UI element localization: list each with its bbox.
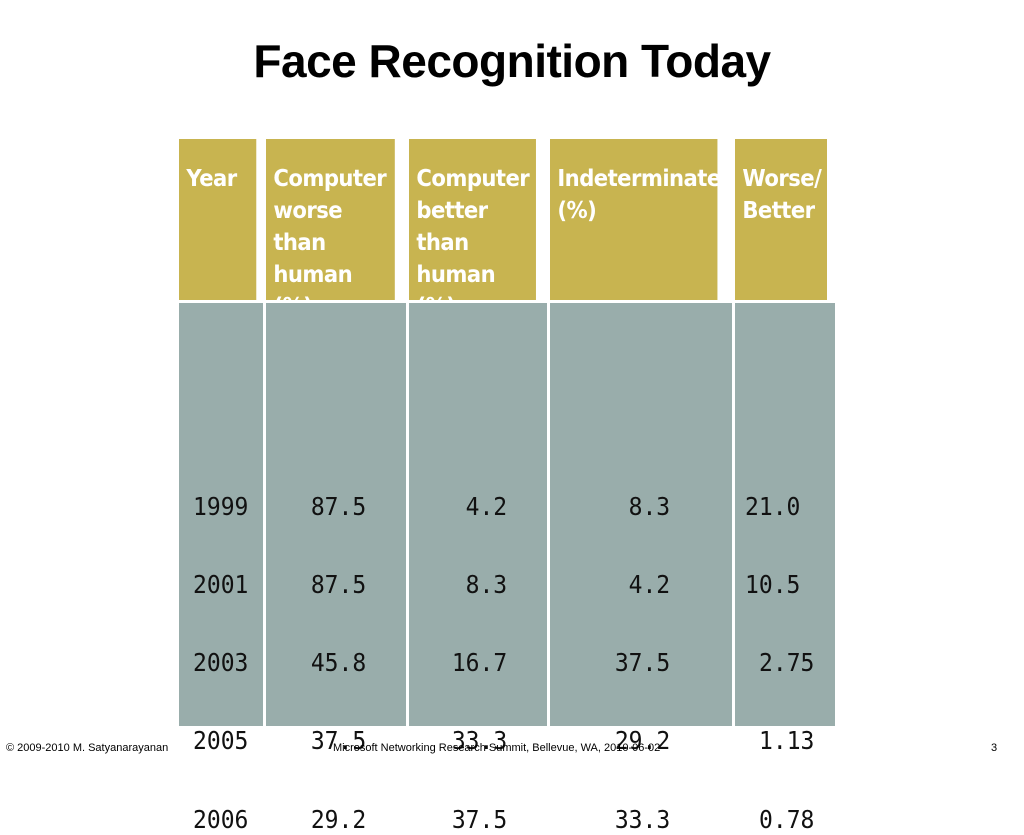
header-worse-better: Worse/ Better (735, 139, 827, 300)
header-computer-worse: Computer worse than human (%) (266, 139, 395, 320)
cell-indeterminate: 29.2 (614, 726, 670, 755)
header-indeterminate: Indeterminate (%) (550, 139, 721, 300)
cell-worse-better: 21.0 (745, 492, 801, 521)
cell-computer-better: 16.7 (451, 648, 507, 677)
cell-worse-better: 10.5 (745, 570, 801, 599)
column-computer-better: 4.2 8.3 16.7 33.3 37.5 (409, 303, 547, 834)
cell-year: 2006 (193, 805, 249, 834)
cell-year: 1999 (193, 492, 249, 521)
column-year: 1999 2001 2003 2005 2006 (179, 303, 263, 834)
cell-computer-worse: 29.2 (310, 805, 366, 834)
header-computer-better: Computer better than human (%) (409, 139, 536, 320)
results-table: Year Computer worse than human (%) Compu… (179, 139, 835, 834)
footer-event: Microsoft Networking Research Summit, Be… (333, 742, 661, 754)
slide-title: Face Recognition Today (253, 35, 771, 87)
cell-computer-better: 8.3 (465, 570, 507, 599)
cell-year: 2005 (193, 726, 249, 755)
header-year: Year (179, 139, 257, 300)
cell-computer-better: 4.2 (465, 492, 507, 521)
cell-computer-better: 33.3 (451, 726, 507, 755)
footer-copyright: © 2009-2010 M. Satyanarayanan (6, 742, 169, 754)
cell-indeterminate: 4.2 (628, 570, 670, 599)
cell-computer-worse: 87.5 (310, 492, 366, 521)
column-indeterminate: 8.3 4.2 37.5 29.2 33.3 (550, 303, 732, 834)
cell-computer-worse: 45.8 (310, 648, 366, 677)
cell-worse-better: 1.13 (759, 726, 815, 755)
footer-page-number: 3 (991, 742, 998, 754)
cell-indeterminate: 8.3 (628, 492, 670, 521)
cell-indeterminate: 33.3 (614, 805, 670, 834)
cell-year: 2003 (193, 648, 249, 677)
column-computer-worse: 87.5 87.5 45.8 37.5 29.2 (266, 303, 406, 834)
cell-computer-better: 37.5 (451, 805, 507, 834)
cell-computer-worse: 87.5 (310, 570, 366, 599)
cell-worse-better: 2.75 (759, 648, 815, 677)
cell-year: 2001 (193, 570, 249, 599)
column-worse-better: 21.0 10.5 2.75 1.13 0.78 (735, 303, 835, 834)
cell-worse-better: 0.78 (759, 805, 815, 834)
cell-indeterminate: 37.5 (614, 648, 670, 677)
cell-computer-worse: 37.5 (310, 726, 366, 755)
